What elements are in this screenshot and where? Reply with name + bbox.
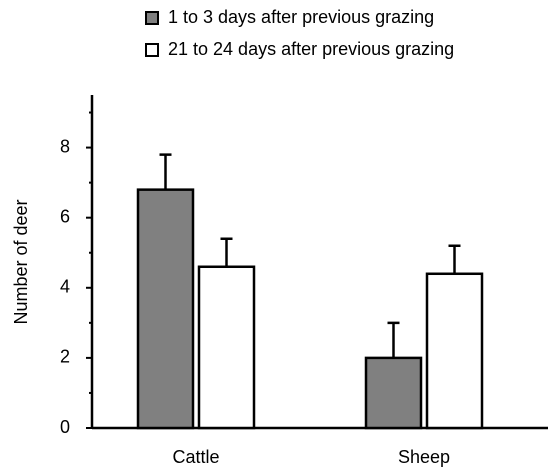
- y-tick-label: 8: [60, 136, 70, 156]
- legend-swatch: [145, 43, 159, 57]
- y-axis-label: Number of deer: [11, 199, 31, 324]
- y-tick-label: 6: [60, 206, 70, 226]
- y-tick-label: 2: [60, 347, 70, 367]
- legend-label: 1 to 3 days after previous grazing: [168, 7, 434, 27]
- error-bar: [220, 237, 233, 267]
- legend-label: 21 to 24 days after previous grazing: [168, 39, 454, 59]
- y-tick-label: 4: [60, 277, 70, 297]
- error-bar: [387, 321, 400, 358]
- bar: [197, 265, 256, 430]
- bar: [364, 356, 423, 430]
- bar: [425, 272, 484, 430]
- error-bar: [159, 153, 172, 190]
- y-tick-label: 0: [60, 417, 70, 437]
- x-tick-label: Sheep: [398, 447, 450, 467]
- x-tick-label: Cattle: [172, 447, 219, 467]
- bar: [136, 188, 195, 430]
- error-bar: [448, 244, 461, 274]
- legend-swatch: [145, 11, 159, 25]
